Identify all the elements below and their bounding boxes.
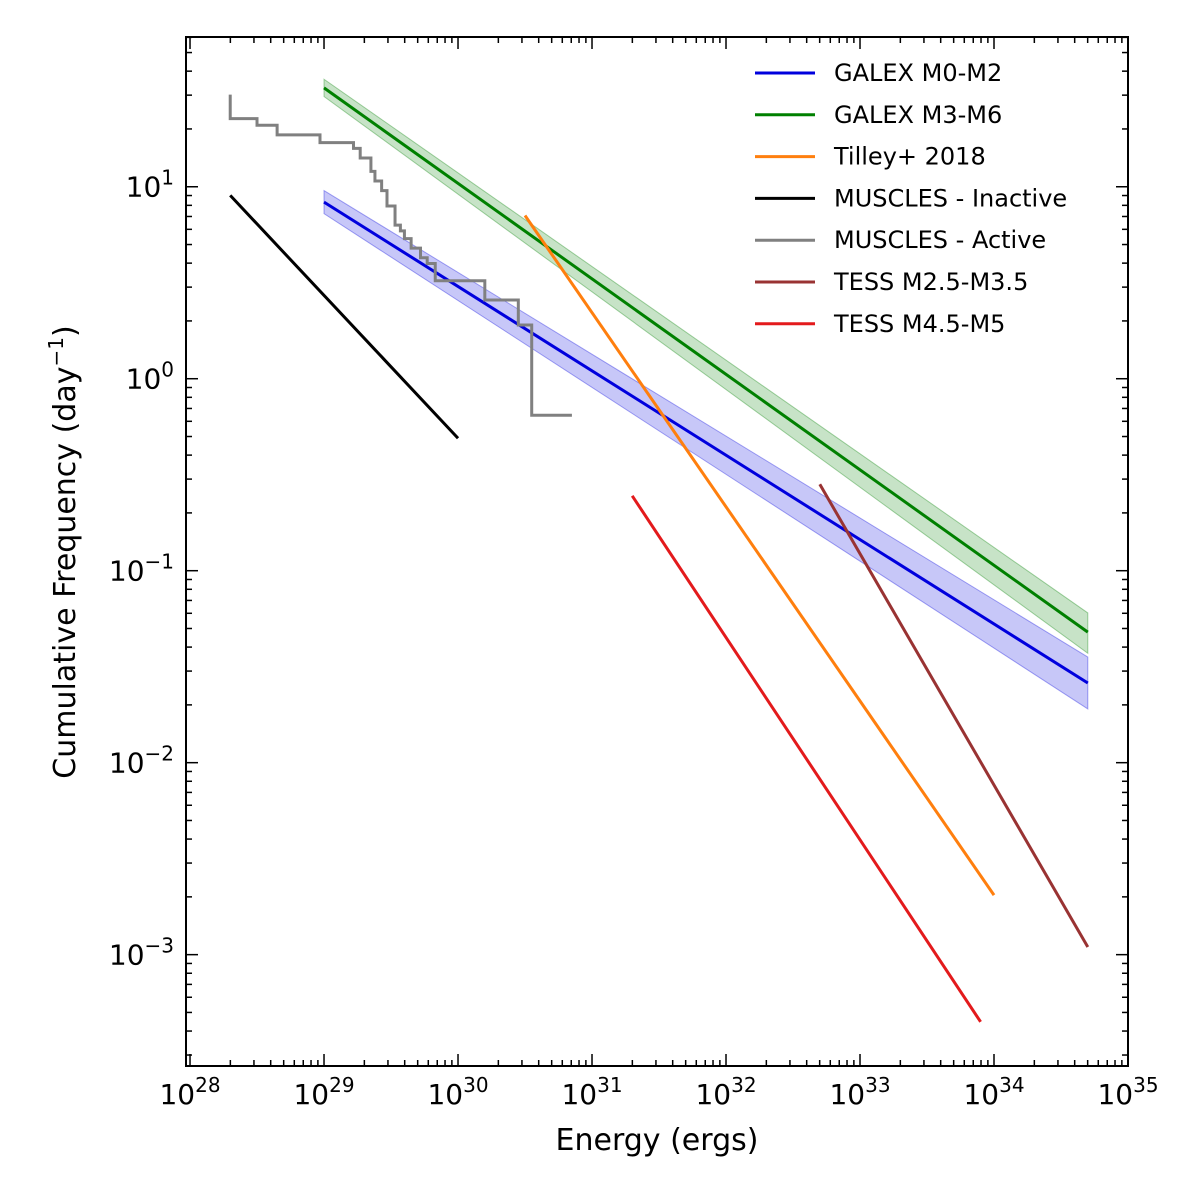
series-tilley-2018 [523, 214, 996, 896]
y-tick-label: 101 [126, 166, 174, 204]
legend-label-galex-m3-m6: GALEX M3-M6 [834, 101, 1002, 129]
x-tick-label: 1032 [695, 1073, 756, 1111]
x-tick-label: 1029 [293, 1073, 354, 1111]
x-axis-label: Energy (ergs) [556, 1123, 759, 1158]
legend-label-tess-m2-5-m3-5: TESS M2.5-M3.5 [833, 268, 1028, 296]
series-galex-m3-m6 [323, 86, 1089, 634]
tick-labels: 1028 1029 1030 1031 1032 1033 1034 1035 101 100 10… [109, 166, 1159, 1111]
x-tick-label: 1030 [427, 1073, 488, 1111]
axis-ticks [186, 36, 1129, 1066]
y-axis-label-end: ) [48, 325, 83, 337]
legend-label-tilley-2018: Tilley+ 2018 [833, 143, 986, 171]
series-tess-m2-5-m3-5 [818, 483, 1090, 948]
y-tick-label: 10−2 [109, 742, 174, 780]
y-axis-label-main: Cumulative Frequency (day [48, 367, 83, 779]
y-axis-label-sup: −1 [44, 337, 68, 366]
y-tick-label: 10−3 [109, 934, 174, 972]
legend-label-galex-m0-m2: GALEX M0-M2 [834, 59, 1002, 87]
legend: GALEX M0-M2 GALEX M3-M6 Tilley+ 2018 MUSCLE… [755, 59, 1067, 338]
x-tick-label: 1028 [159, 1073, 220, 1111]
y-tick-label: 100 [126, 358, 174, 396]
x-tick-label: 1031 [561, 1073, 622, 1111]
data-series [228, 86, 1090, 1023]
galex-m0-m2-band [323, 189, 1089, 710]
x-tick-label: 1034 [963, 1073, 1024, 1111]
series-tess-m4-5-m5 [630, 494, 982, 1023]
series-muscles-active [228, 94, 572, 417]
series-muscles-inactive [229, 194, 460, 440]
legend-label-muscles-active: MUSCLES - Active [834, 226, 1046, 254]
x-tick-label: 1035 [1097, 1073, 1158, 1111]
legend-label-tess-m4-5-m5: TESS M4.5-M5 [833, 310, 1005, 338]
x-tick-label: 1033 [829, 1073, 890, 1111]
legend-label-muscles-inactive: MUSCLES - Inactive [834, 184, 1067, 212]
y-tick-label: 10−1 [109, 550, 174, 588]
axes-frame [185, 36, 1129, 1067]
y-axis-label: Cumulative Frequency (day−1) [44, 325, 83, 778]
